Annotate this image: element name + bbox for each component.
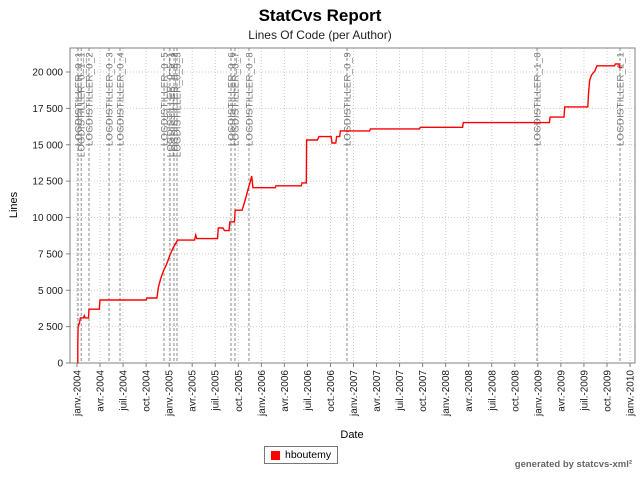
generator-credit: generated by statcvs-xml²	[514, 459, 632, 470]
legend-swatch-icon	[271, 450, 280, 460]
x-tick-label: oct.-2006	[326, 370, 337, 412]
x-tick-label: janv.-2007	[349, 370, 360, 417]
y-tick-label: 2 500	[38, 322, 63, 333]
x-tick-label: avr.-2004	[96, 370, 107, 412]
x-tick-label: juil.-2009	[579, 370, 590, 412]
x-tick-label: oct.-2007	[418, 370, 429, 412]
release-tag-label: LOGDISTILLER_0_1_1	[77, 52, 88, 157]
release-tag-label: LOGDISTILLER_0_7	[230, 52, 241, 146]
y-tick-label: 15 000	[32, 140, 63, 151]
release-tag-label: LOGDISTILLER_1_0	[532, 52, 543, 146]
y-tick-label: 7 500	[38, 249, 63, 260]
release-tag-label: LOGDISTILLER_1_1	[616, 52, 627, 146]
x-tick-label: janv.-2005	[165, 370, 176, 417]
series-line-hboutemy	[77, 63, 623, 364]
x-tick-label: avr.-2008	[464, 370, 475, 412]
plot-frame	[69, 47, 636, 364]
release-tag-label: LOGDISTILLER_0_3	[105, 52, 116, 146]
x-tick-label: janv.-2008	[441, 370, 452, 417]
x-tick-label: juil.-2008	[487, 370, 498, 412]
release-tag-label: LOGDISTILLER_0_5	[160, 52, 171, 146]
release-tag-label: LOGDISTILLER_0_4	[116, 52, 127, 146]
chart-subtitle: Lines Of Code (per Author)	[248, 28, 392, 42]
x-tick-label: avr.-2009	[556, 370, 567, 412]
x-tick-label: avr.-2005	[188, 370, 199, 412]
report-title: StatCvs Report	[258, 6, 382, 25]
x-tick-label: juil.-2006	[303, 370, 314, 412]
y-tick-label: 10 000	[32, 213, 63, 224]
release-tag-label: LOGDISTILLER_0_5_2	[169, 52, 180, 157]
x-tick-label: janv.-2009	[533, 370, 544, 417]
x-axis-title: Date	[340, 429, 364, 441]
release-tag-label: LOGDISTILLER_0_5_1	[166, 52, 177, 157]
x-tick-label: oct.-2004	[142, 370, 153, 412]
x-tick-label: oct.-2005	[234, 370, 245, 412]
x-tick-label: juil.-2004	[119, 370, 130, 412]
release-tag-label: LOGDISTILLER_0_1	[73, 52, 84, 146]
y-tick-label: 5 000	[38, 286, 63, 297]
x-tick-label: janv.-2004	[72, 370, 83, 417]
release-tag-label: LOGDISTILLER_0_8	[244, 52, 255, 146]
x-tick-label: avr.-2007	[372, 370, 383, 412]
legend-author-label: hboutemy	[285, 448, 332, 461]
legend: hboutemy	[264, 446, 339, 464]
y-tick-label: 12 500	[32, 177, 63, 188]
x-tick-label: janv.-2010	[626, 370, 637, 417]
y-tick-label: 20 000	[32, 68, 63, 79]
x-tick-label: oct.-2009	[602, 370, 613, 412]
x-tick-label: oct.-2008	[510, 370, 521, 412]
y-tick-label: 0	[57, 359, 63, 370]
release-tag-label: LOGDISTILLER_0_5_3	[172, 52, 183, 157]
release-tag-label: LOGDISTILLER_0_6	[226, 52, 237, 146]
x-tick-label: juil.-2007	[395, 370, 406, 412]
x-tick-label: janv.-2006	[257, 370, 268, 417]
x-tick-label: avr.-2006	[280, 370, 291, 412]
release-tag-label: LOGDISTILLER_0_2	[84, 52, 95, 146]
release-tag-label: LOGDISTILLER_0_9	[342, 52, 353, 146]
y-tick-label: 17 500	[32, 104, 63, 115]
y-axis-title: Lines	[8, 191, 20, 219]
x-tick-label: juil.-2005	[211, 370, 222, 412]
